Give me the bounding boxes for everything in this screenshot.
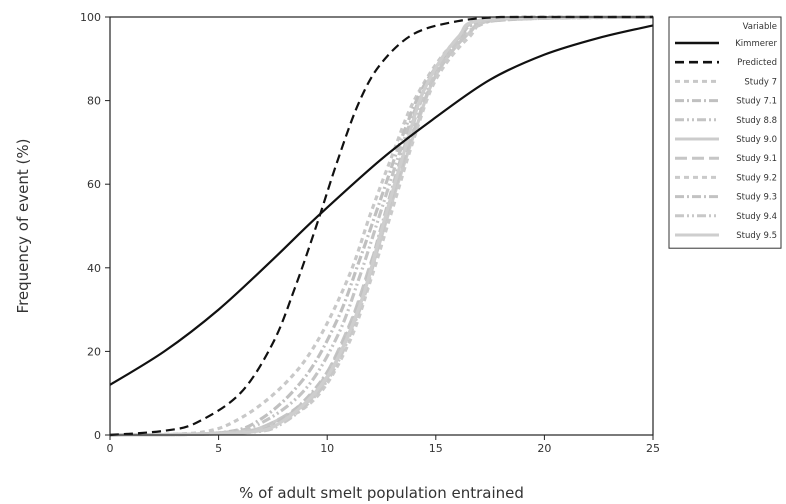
x-tick-label: 25: [646, 442, 660, 455]
legend-label: Kimmerer: [735, 39, 777, 49]
legend: Variable Kimmerer Predicted Study 7 Study 7…: [668, 16, 782, 249]
legend-label: Study 7.1: [736, 97, 777, 107]
series-line-study-7: [109, 15, 653, 437]
legend-label: Study 9.4: [736, 212, 777, 222]
legend-label: Predicted: [737, 58, 777, 68]
legend-label: Study 9.3: [736, 193, 777, 203]
y-tick-label: 0: [94, 429, 101, 442]
series-lines: [109, 15, 654, 437]
y-axis-title: Frequency of event (%): [14, 139, 32, 314]
legend-label: Study 7: [744, 77, 777, 87]
axes: 0 5 10 15 20 25 0 20 40 60 80 100: [80, 11, 660, 455]
legend-box: [668, 16, 782, 249]
x-tick-label: 10: [320, 442, 334, 455]
legend-label: Study 9.1: [736, 154, 777, 164]
legend-label: Study 9.2: [736, 173, 777, 183]
y-tick-label: 40: [87, 262, 101, 275]
legend-label: Study 8.8: [736, 116, 777, 126]
y-tick-label: 80: [87, 95, 101, 108]
x-tick-label: 20: [537, 442, 551, 455]
legend-title: Variable: [743, 22, 777, 32]
y-tick-label: 60: [87, 178, 101, 191]
x-tick-label: 15: [429, 442, 443, 455]
y-tick-label: 100: [80, 11, 101, 24]
legend-label: Study 9.0: [736, 135, 777, 145]
y-tick-label: 20: [87, 345, 101, 358]
series-line-kimmerer: [109, 24, 654, 386]
x-tick-label: 0: [107, 442, 114, 455]
legend-label: Study 9.5: [736, 231, 777, 241]
x-tick-label: 5: [215, 442, 222, 455]
plot-frame: [109, 16, 654, 436]
series-line-study-9-5: [109, 15, 654, 437]
x-axis-title: % of adult smelt population entrained: [239, 484, 524, 502]
